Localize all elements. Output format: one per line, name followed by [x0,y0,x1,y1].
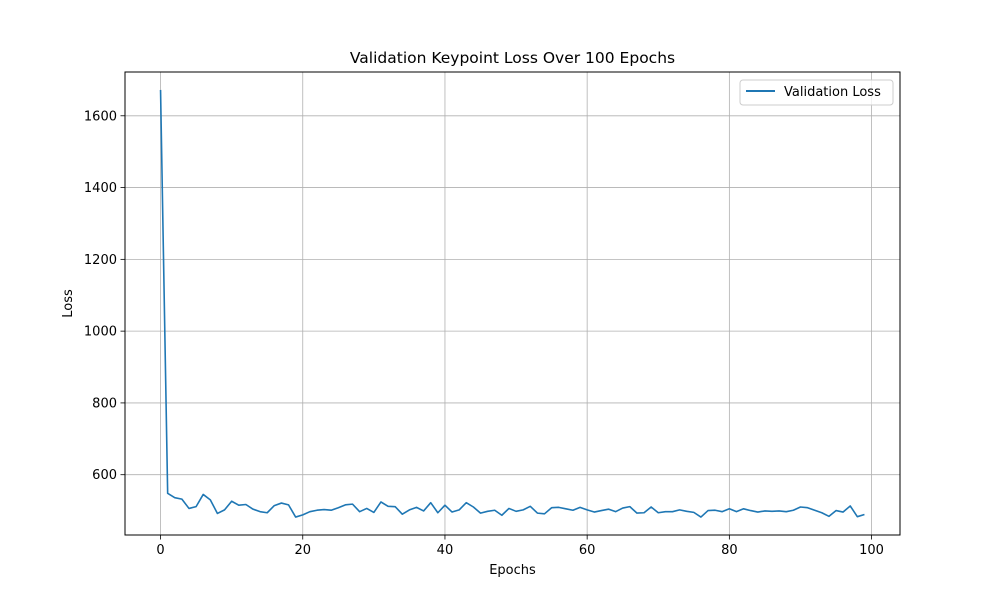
x-tick-label: 80 [721,543,738,558]
y-tick-label: 1200 [84,253,117,268]
x-tick-label: 20 [294,543,311,558]
chart-title: Validation Keypoint Loss Over 100 Epochs [350,49,675,67]
legend: Validation Loss [739,79,894,106]
x-tick-label: 40 [437,543,454,558]
y-axis-label: Loss [61,289,76,318]
series-layer [159,89,865,518]
y-tick-label: 1000 [84,325,117,340]
legend-entry-validation-loss: Validation Loss [784,85,881,100]
x-axis-label: Epochs [489,563,536,578]
series-line-validation-loss [159,89,865,518]
legend-box [739,79,894,106]
axes-ticks: 0 20 40 60 80 100 600 800 1000 1200 1400 1600 [84,109,884,558]
x-tick-label: 0 [156,543,164,558]
y-tick-label: 1600 [84,109,117,124]
y-tick-label: 600 [92,468,117,483]
x-tick-label: 60 [579,543,596,558]
y-tick-label: 1400 [84,181,117,196]
y-tick-label: 800 [92,396,117,411]
x-tick-label: 100 [859,543,884,558]
plot-area-frame [124,71,901,536]
grid [125,72,900,535]
